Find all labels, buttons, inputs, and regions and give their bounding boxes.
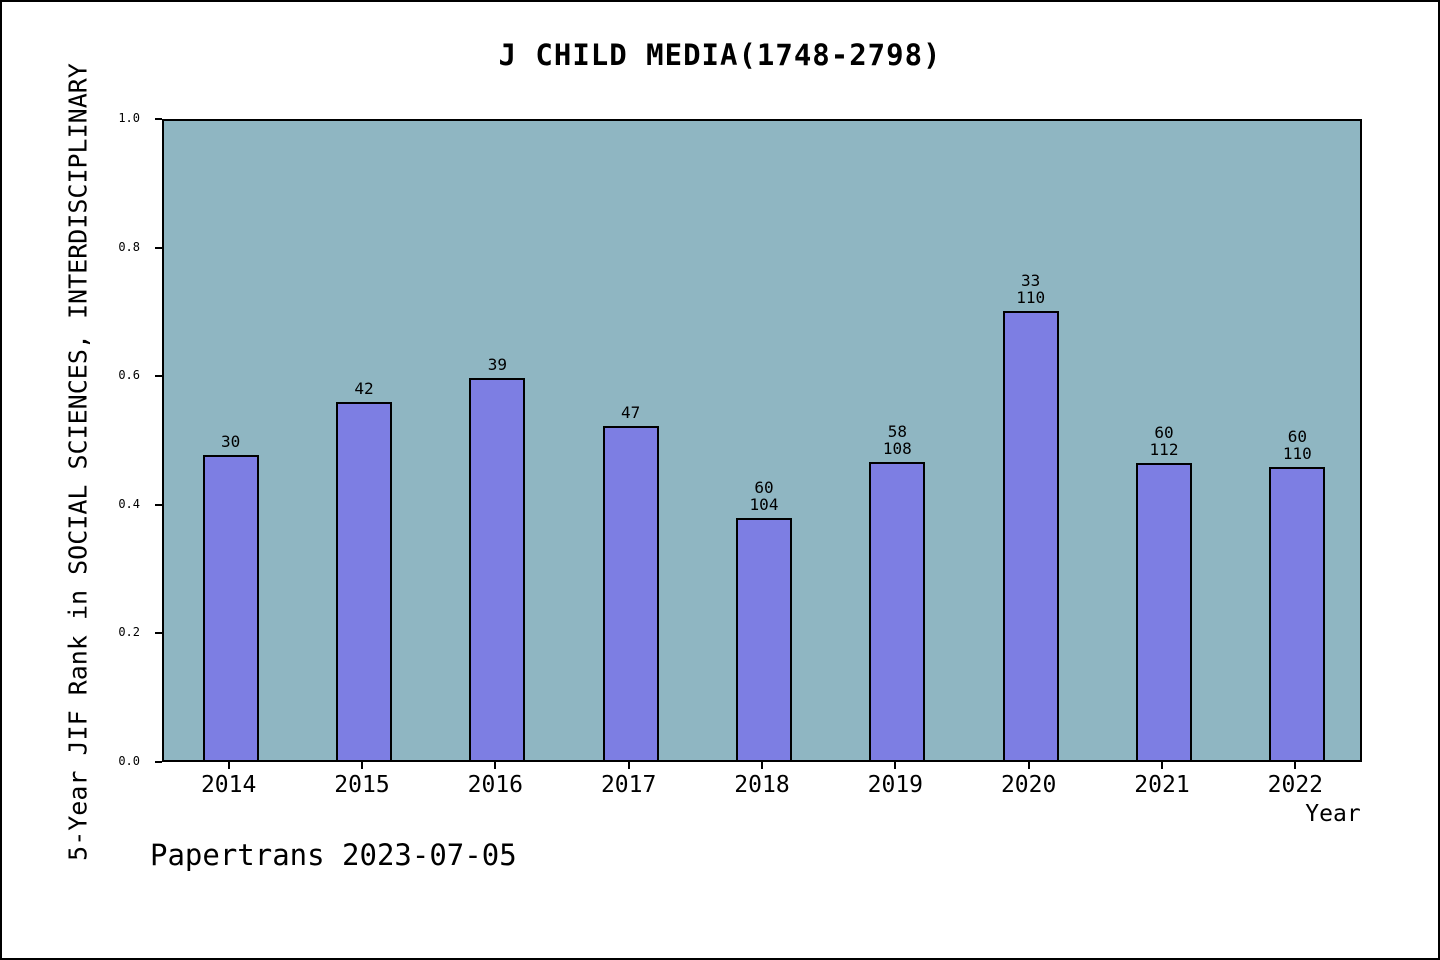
- y-tick-label: 0.2: [118, 625, 140, 640]
- x-tick-label-2018: 2018: [734, 772, 790, 798]
- bar-2019: [869, 462, 926, 760]
- bar-value-label-2017: 47: [621, 403, 641, 423]
- bar-value-label-2022: 60 110: [1282, 426, 1312, 463]
- y-tick-mark: [155, 246, 162, 249]
- chart-title: J CHILD MEDIA(1748-2798): [498, 38, 942, 72]
- bar-value-label-2021: 60 112: [1149, 422, 1179, 459]
- bar-value-label-2018: 60 104: [749, 478, 779, 515]
- bar-2018: [736, 518, 792, 760]
- y-tick-label: 0.4: [118, 496, 140, 511]
- x-tick-mark: [894, 762, 897, 769]
- y-tick-label: 0.6: [118, 368, 140, 383]
- y-tick-label: 0.8: [118, 239, 140, 254]
- watermark-text: Papertrans 2023-07-05: [150, 838, 517, 872]
- x-tick-mark: [361, 762, 363, 769]
- x-tick-mark: [627, 762, 630, 769]
- x-tick-label-2021: 2021: [1134, 772, 1190, 798]
- y-axis-label: 5-Year JIF Rank in SOCIAL SCIENCES, INTE…: [63, 63, 93, 861]
- y-tick-mark: [155, 375, 162, 378]
- y-tick-mark: [155, 632, 162, 635]
- bar-2014: [202, 455, 259, 760]
- y-tick-mark: [155, 761, 162, 763]
- x-tick-mark: [1027, 762, 1030, 769]
- plot-area: 30 42 39 47 60 104 58 108 33 110 60 112 60 110: [162, 119, 1362, 762]
- y-tick-mark: [155, 503, 162, 506]
- x-tick-mark: [1294, 762, 1297, 769]
- x-tick-label-2022: 2022: [1267, 772, 1324, 798]
- x-tick-label-2020: 2020: [1000, 772, 1057, 798]
- bar-2021: [1136, 462, 1192, 760]
- x-tick-mark: [227, 762, 230, 769]
- x-tick-label-2014: 2014: [200, 772, 257, 798]
- y-tick-label: 1.0: [118, 111, 140, 125]
- x-tick-label-2017: 2017: [600, 772, 657, 798]
- y-tick-label: 0.0: [118, 754, 140, 768]
- bar-2016: [469, 378, 526, 760]
- x-tick-mark: [761, 762, 763, 769]
- bar-2022: [1269, 466, 1326, 760]
- bar-value-label-2019: 58 108: [882, 422, 912, 459]
- bar-value-label-2020: 33 110: [1016, 271, 1046, 308]
- x-tick-mark: [494, 762, 497, 769]
- bar-value-label-2016: 39: [487, 355, 507, 375]
- x-axis-label: Year: [1305, 801, 1361, 827]
- bar-value-label-2014: 30: [221, 432, 241, 452]
- x-tick-label-2015: 2015: [334, 772, 390, 798]
- x-tick-label-2019: 2019: [867, 772, 924, 798]
- bar-2015: [336, 401, 392, 760]
- y-tick-mark: [155, 118, 162, 120]
- x-tick-mark: [1161, 762, 1163, 769]
- bar-value-label-2015: 42: [354, 378, 374, 398]
- bar-2017: [602, 426, 659, 760]
- bar-2020: [1002, 311, 1059, 760]
- x-tick-label-2016: 2016: [467, 772, 524, 798]
